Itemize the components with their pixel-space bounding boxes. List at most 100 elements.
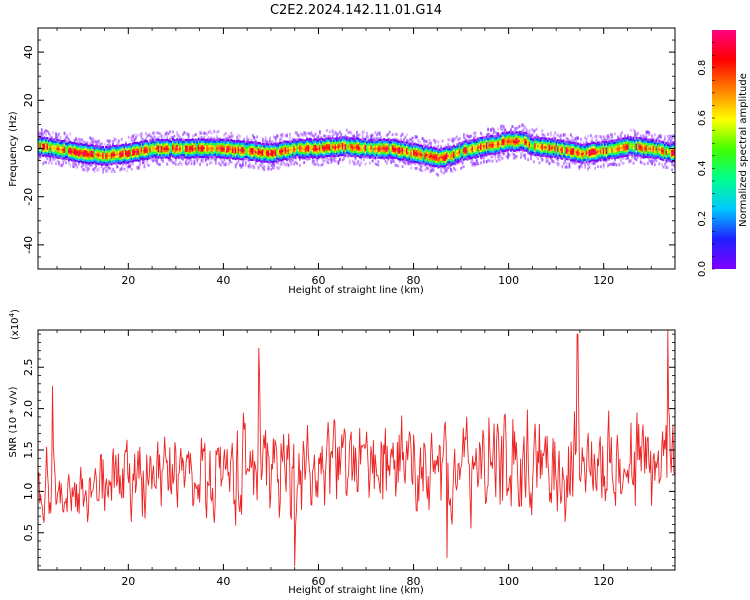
heatmap-cell <box>227 147 230 150</box>
heatmap-cell <box>49 153 52 156</box>
heatmap-cell <box>367 153 370 156</box>
heatmap-cell <box>172 153 174 156</box>
heatmap-cell <box>203 136 206 139</box>
heatmap-cell <box>95 155 97 158</box>
heatmap-cell <box>257 144 260 147</box>
heatmap-cell <box>152 151 154 154</box>
heatmap-cell <box>264 142 267 146</box>
heatmap-halo-cell <box>214 161 217 165</box>
heatmap-cell <box>356 154 358 157</box>
heatmap-cell <box>414 154 417 157</box>
heatmap-cell <box>87 153 90 156</box>
heatmap-cell <box>67 150 70 153</box>
heatmap-cell <box>184 147 187 150</box>
heatmap-cell <box>177 143 180 147</box>
heatmap-cell <box>414 156 417 159</box>
heatmap-cell <box>85 143 87 146</box>
heatmap-cell <box>186 156 189 159</box>
heatmap-cell <box>124 147 127 150</box>
heatmap-cell <box>467 153 470 156</box>
heatmap-cell <box>109 149 112 152</box>
heatmap-cell <box>109 158 112 161</box>
heatmap-cell <box>381 141 384 144</box>
heatmap-cell <box>247 143 250 146</box>
heatmap-cell <box>480 139 482 142</box>
heatmap-cell <box>39 153 42 156</box>
heatmap-cell <box>427 152 430 155</box>
heatmap-cell <box>211 144 214 148</box>
heatmap-cell <box>49 146 52 150</box>
heatmap-cell <box>334 156 337 160</box>
heatmap-cell <box>217 138 220 141</box>
heatmap-halo-cell <box>169 130 172 134</box>
heatmap-cell <box>306 157 308 160</box>
heatmap-cell <box>310 146 313 150</box>
heatmap-cell <box>276 144 278 147</box>
heatmap-cell <box>461 147 464 150</box>
heatmap-cell <box>487 146 490 149</box>
heatmap-halo-cell <box>326 160 328 164</box>
heatmap-cell <box>186 143 189 146</box>
heatmap-cell <box>132 157 134 161</box>
heatmap-cell <box>433 146 435 150</box>
heatmap-cell <box>246 142 249 146</box>
heatmap-halo-cell <box>100 165 103 169</box>
heatmap-halo-cell <box>468 134 471 138</box>
heatmap-cell <box>308 151 311 154</box>
heatmap-cell <box>203 151 206 154</box>
heatmap-cell <box>237 137 240 141</box>
heatmap-cell <box>390 147 393 151</box>
heatmap-cell <box>130 145 133 148</box>
heatmap-cell <box>443 149 445 153</box>
heatmap-cell <box>219 149 221 152</box>
heatmap-cell <box>471 141 474 144</box>
heatmap-halo-cell <box>153 131 156 135</box>
heatmap-cell <box>286 154 288 157</box>
heatmap-cell <box>192 138 194 141</box>
heatmap-cell <box>497 145 500 148</box>
heatmap-halo-cell <box>263 165 266 168</box>
heatmap-cell <box>280 159 283 162</box>
heatmap-halo-cell <box>234 163 237 167</box>
heatmap-cell <box>391 142 394 146</box>
heatmap-cell <box>458 146 461 149</box>
heatmap-cell <box>445 152 448 156</box>
heatmap-cell <box>487 144 490 147</box>
heatmap-halo-cell <box>130 167 133 171</box>
heatmap-cell <box>210 153 213 156</box>
heatmap-cell <box>361 151 364 154</box>
heatmap-cell <box>480 154 482 157</box>
heatmap-halo-cell <box>507 156 510 160</box>
heatmap-cell <box>321 140 324 143</box>
heatmap-cell <box>488 135 491 138</box>
heatmap-halo-cell <box>451 137 454 141</box>
heatmap-cell <box>314 151 317 154</box>
heatmap-cell <box>253 152 256 155</box>
heatmap-cell <box>87 151 90 154</box>
heatmap-cell <box>102 156 105 159</box>
heatmap-halo-cell <box>92 137 95 141</box>
heatmap-cell <box>253 154 256 157</box>
heatmap-cell <box>250 139 253 142</box>
heatmap-halo-cell <box>271 140 274 144</box>
heatmap-cell <box>129 156 132 159</box>
heatmap-halo-cell <box>311 161 314 165</box>
heatmap-cell <box>444 160 447 164</box>
heatmap-cell <box>149 147 152 151</box>
heatmap-cell <box>260 154 263 157</box>
heatmap-halo-cell <box>38 154 40 158</box>
heatmap-cell <box>264 149 267 152</box>
heatmap-cell <box>124 151 127 155</box>
heatmap-cell <box>277 144 280 148</box>
heatmap-cell <box>156 146 159 150</box>
heatmap-cell <box>443 158 445 161</box>
heatmap-cell <box>197 153 200 156</box>
heatmap-halo-cell <box>300 132 303 136</box>
heatmap-cell <box>474 141 477 144</box>
heatmap-halo-cell <box>65 135 67 139</box>
heatmap-cell <box>375 156 378 159</box>
heatmap-halo-cell <box>207 157 210 161</box>
heatmap-halo-cell <box>273 135 276 139</box>
heatmap-cell <box>123 152 126 156</box>
